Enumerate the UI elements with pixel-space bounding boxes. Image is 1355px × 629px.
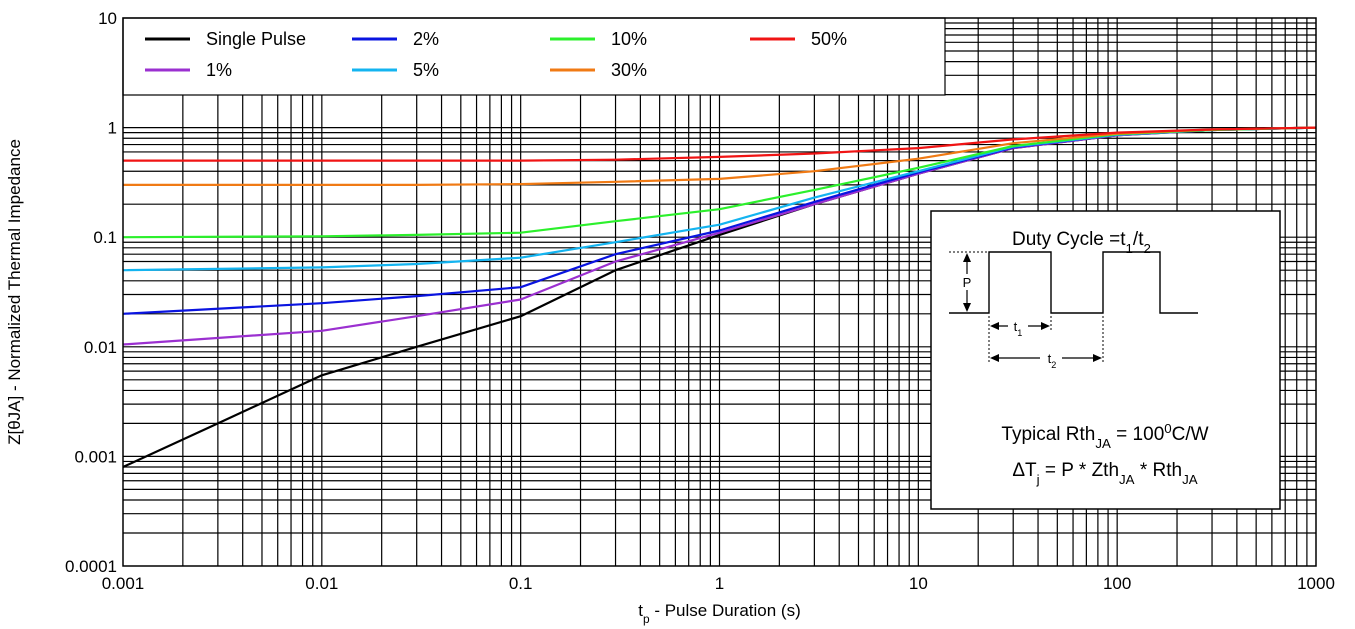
x-axis-label-part: t <box>638 601 643 620</box>
x-tick-label-part: 100 <box>1103 574 1131 593</box>
plot-frame <box>122 17 1317 567</box>
inset-title-part: 1 <box>1126 241 1133 256</box>
p-label: P <box>963 275 972 290</box>
series-line-50- <box>123 126 1317 162</box>
y-tick-label-part: 0.0001 <box>65 557 117 576</box>
legend-label-part: 5% <box>413 60 439 80</box>
x-tick-label-part: 10 <box>909 574 928 593</box>
t2-label: t2 <box>1048 351 1057 370</box>
x-axis-label-part: - Pulse Duration (s) <box>650 601 801 620</box>
legend-label: 1% <box>206 60 232 80</box>
inset-title-part: 2 <box>1143 241 1150 256</box>
grid-lines <box>123 18 1316 566</box>
legend: Single Pulse 1% 2% 5% 10% 30% 50% <box>122 17 946 96</box>
t1-label-part: 1 <box>1017 328 1022 338</box>
t2-arrow-head-right <box>1093 354 1102 362</box>
x-tick-label-part: 0.001 <box>102 574 145 593</box>
legend-label-part: 2% <box>413 29 439 49</box>
rth-text-part: JA <box>1095 436 1111 451</box>
y-tick-label: 0.0001 <box>65 557 117 576</box>
rth-text-part: = 100 <box>1111 424 1164 445</box>
x-tick-label: 10 <box>909 574 928 593</box>
y-tick-label: 1 <box>108 119 117 138</box>
y-axis-label: Z[θJA] - Normalized Thermal Impedance <box>5 139 24 445</box>
delta-t-text-part: JA <box>1182 472 1198 487</box>
y-tick-label: 0.01 <box>84 338 117 357</box>
rth-text: Typical RthJA = 1000C/W <box>1001 421 1208 451</box>
legend-label: 50% <box>811 29 847 49</box>
axis-labels: tp - Pulse Duration (s) Z[θJA] - Normaliz… <box>5 139 801 626</box>
x-tick-label: 0.001 <box>102 574 145 593</box>
p-arrow-head-down <box>963 303 971 312</box>
t2-label-part: 2 <box>1051 360 1056 370</box>
x-tick-label-part: 0.1 <box>509 574 533 593</box>
y-tick-label-part: 1 <box>108 119 117 138</box>
y-tick-label: 0.001 <box>74 447 117 466</box>
series-lines <box>122 126 1317 468</box>
rth-text-part: Typical Rth <box>1001 424 1095 445</box>
legend-label-part: 50% <box>811 29 847 49</box>
y-tick-label-part: 0.001 <box>74 447 117 466</box>
y-tick-label: 0.1 <box>93 228 117 247</box>
inset-title: Duty Cycle =t1/t2 <box>1012 229 1151 256</box>
delta-t-text-part: JA <box>1119 472 1135 487</box>
x-tick-label: 0.1 <box>509 574 533 593</box>
y-tick-label-part: 10 <box>98 9 117 28</box>
t1-arrow-head-left <box>990 322 999 330</box>
p-arrow-head-up <box>963 253 971 262</box>
delta-t-text: ΔTj = P * ZthJA * RthJA <box>1012 460 1197 487</box>
x-axis-label: tp - Pulse Duration (s) <box>638 601 801 626</box>
inset-title-part: /t <box>1133 229 1144 250</box>
x-tick-label: 1000 <box>1297 574 1335 593</box>
x-tick-label: 100 <box>1103 574 1131 593</box>
legend-label-part: 30% <box>611 60 647 80</box>
y-tick-label-part: 0.01 <box>84 338 117 357</box>
x-tick-label: 0.01 <box>305 574 338 593</box>
legend-box <box>122 17 946 96</box>
t1-label-bg <box>1008 316 1028 334</box>
t2-arrow-head-left <box>990 354 999 362</box>
y-axis-label-part: Z[θJA] - Normalized Thermal Impedance <box>5 139 24 445</box>
delta-t-text-part: j <box>1036 472 1040 487</box>
p-label-part: P <box>963 275 972 290</box>
t1-label-part: t <box>1014 319 1018 334</box>
x-axis-label-part: p <box>643 612 650 626</box>
legend-label: 2% <box>413 29 439 49</box>
legend-label-part: Single Pulse <box>206 29 306 49</box>
tick-labels: 0.001 0.01 0.1 1 10 100 10000.00010.0010.010.1… <box>65 9 1335 593</box>
legend-label: 30% <box>611 60 647 80</box>
inset-title-part: Duty Cycle =t <box>1012 229 1126 250</box>
rth-text-part: 0 <box>1164 421 1171 436</box>
legend-label-part: 10% <box>611 29 647 49</box>
y-tick-label: 10 <box>98 9 117 28</box>
legend-label: Single Pulse <box>206 29 306 49</box>
delta-t-text-part: = P * Zth <box>1040 460 1119 481</box>
p-label-bg <box>960 274 974 290</box>
pulse-waveform <box>949 251 1198 314</box>
legend-label: 10% <box>611 29 647 49</box>
legend-label: 5% <box>413 60 439 80</box>
x-tick-label-part: 1000 <box>1297 574 1335 593</box>
t2-label-part: t <box>1048 351 1052 366</box>
x-tick-label-part: 1 <box>715 574 724 593</box>
x-tick-label-part: 0.01 <box>305 574 338 593</box>
rth-text-part: C/W <box>1172 424 1209 445</box>
t1-label: t1 <box>1014 319 1023 338</box>
delta-t-text-part: * Rth <box>1135 460 1183 481</box>
legend-label-part: 1% <box>206 60 232 80</box>
t2-label-bg <box>1040 348 1062 366</box>
x-tick-label: 1 <box>715 574 724 593</box>
t1-arrow-head-right <box>1041 322 1050 330</box>
delta-t-text-part: ΔT <box>1012 460 1037 481</box>
y-tick-label-part: 0.1 <box>93 228 117 247</box>
